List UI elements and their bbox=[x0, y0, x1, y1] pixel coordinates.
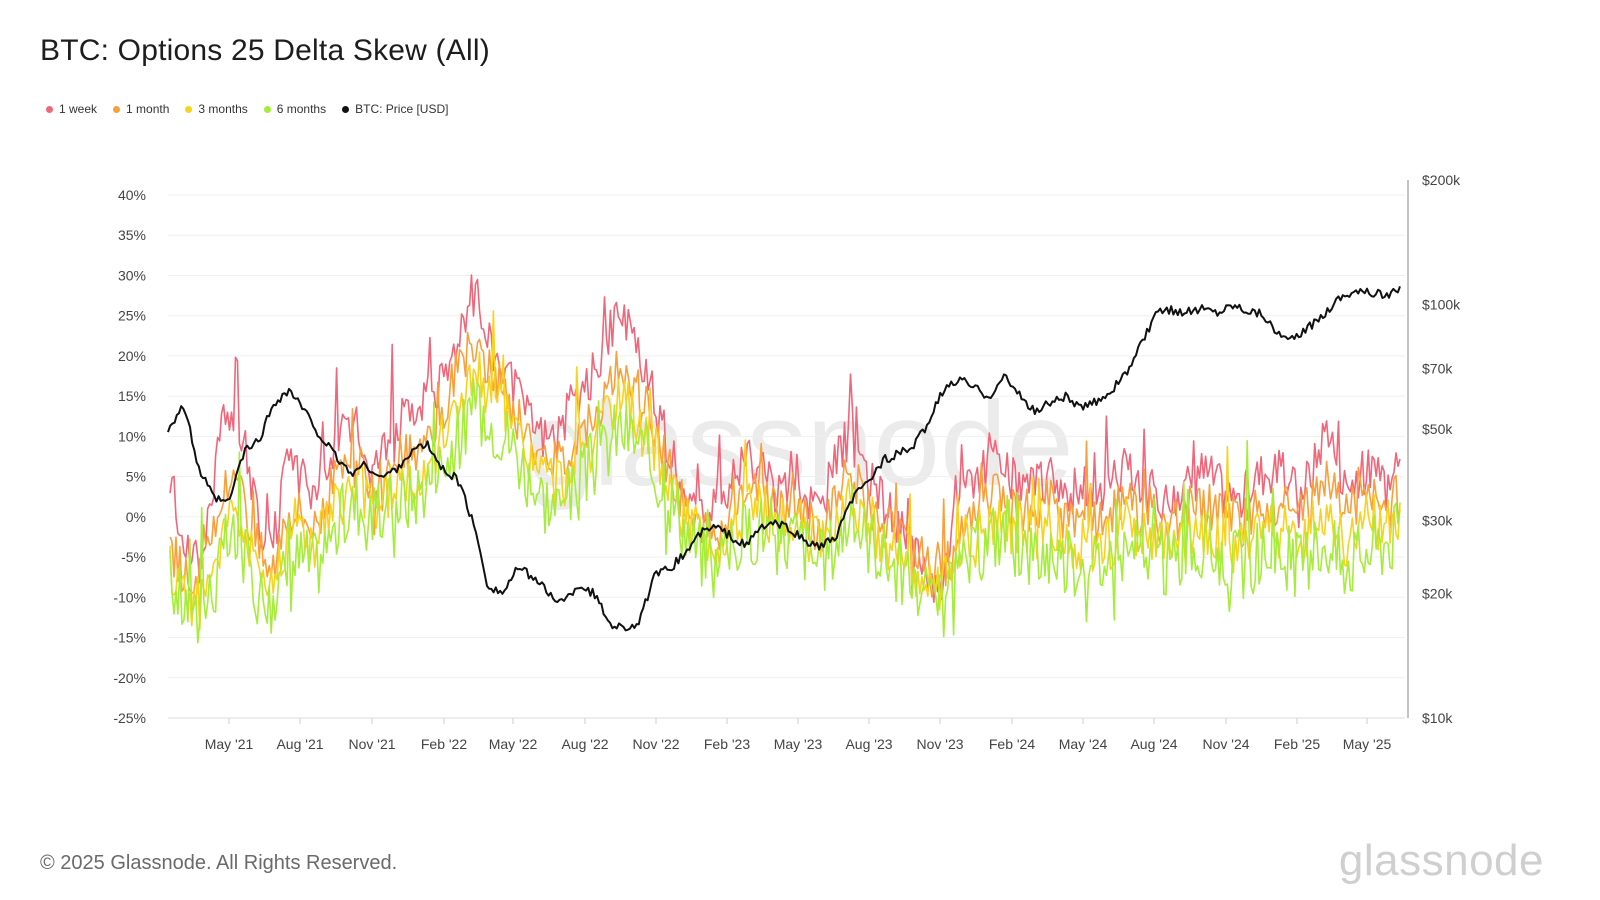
y-right-tick-label: $10k bbox=[1422, 710, 1453, 726]
x-tick-label: May '25 bbox=[1343, 736, 1392, 752]
legend-item-btc-price[interactable]: BTC: Price [USD] bbox=[342, 102, 448, 116]
x-tick-label: May '23 bbox=[774, 736, 823, 752]
x-tick-label: Aug '22 bbox=[561, 736, 608, 752]
series-group bbox=[169, 274, 1401, 644]
y-right-tick-label: $70k bbox=[1422, 361, 1453, 377]
y-left-tick-label: 10% bbox=[118, 428, 146, 444]
y-left-tick-label: -10% bbox=[113, 589, 146, 605]
y-left-tick-label: 20% bbox=[118, 348, 146, 364]
x-tick-label: Nov '21 bbox=[348, 736, 395, 752]
y-left-tick-label: 0% bbox=[126, 509, 146, 525]
legend-dot-icon bbox=[263, 105, 271, 113]
series-line-3-months bbox=[169, 310, 1401, 631]
y-left-tick-label: 35% bbox=[118, 227, 146, 243]
price-group bbox=[167, 286, 1401, 632]
x-tick-label: May '22 bbox=[489, 736, 538, 752]
legend-dot-icon bbox=[113, 105, 121, 113]
series-line-1-week bbox=[169, 274, 1401, 603]
axes: 40% 35% 30% 25% 20% 15% 10% 5% 0% -5% -10% -15% -20%… bbox=[113, 172, 1461, 752]
x-tick-label: Aug '21 bbox=[276, 736, 323, 752]
series-line-btc-price bbox=[167, 286, 1401, 632]
legend-label: BTC: Price [USD] bbox=[355, 102, 449, 116]
legend: 1 week 1 month 3 months 6 months BTC: Pr… bbox=[46, 102, 448, 116]
x-tick-label: Feb '23 bbox=[704, 736, 750, 752]
x-tick-label: May '21 bbox=[205, 736, 254, 752]
x-tick-label: Feb '22 bbox=[421, 736, 467, 752]
y-right-tick-label: $100k bbox=[1422, 296, 1461, 312]
y-right-tick-label: $200k bbox=[1422, 172, 1461, 188]
legend-label: 1 month bbox=[126, 102, 170, 116]
y-right-tick-label: $20k bbox=[1422, 586, 1453, 602]
y-right-tick-label: $50k bbox=[1422, 421, 1453, 437]
x-tick-label: Feb '24 bbox=[989, 736, 1035, 752]
brand-logo: glassnode bbox=[1338, 836, 1544, 885]
y-left-tick-label: 40% bbox=[118, 187, 146, 203]
y-left-tick-label: 25% bbox=[118, 308, 146, 324]
series-line-6-months bbox=[169, 378, 1401, 644]
legend-label: 3 months bbox=[198, 102, 248, 116]
x-tick-label: Aug '24 bbox=[1130, 736, 1177, 752]
legend-item-1-month[interactable]: 1 month bbox=[113, 102, 169, 116]
y-left-tick-label: -20% bbox=[113, 670, 146, 686]
legend-dot-icon bbox=[342, 105, 350, 113]
x-tick-label: May '24 bbox=[1059, 736, 1108, 752]
y-left-tick-label: 30% bbox=[118, 267, 146, 283]
x-tick-label: Feb '25 bbox=[1274, 736, 1320, 752]
legend-label: 1 week bbox=[59, 102, 98, 116]
x-tick-label: Nov '24 bbox=[1202, 736, 1249, 752]
copyright-footer: © 2025 Glassnode. All Rights Reserved. bbox=[40, 852, 398, 874]
y-left-tick-label: -5% bbox=[121, 549, 146, 565]
legend-label: 6 months bbox=[276, 102, 327, 116]
x-tick-label: Nov '23 bbox=[916, 736, 963, 752]
legend-dot-icon bbox=[46, 105, 53, 113]
y-right-tick-label: $30k bbox=[1422, 513, 1453, 529]
x-tick-label: Aug '23 bbox=[845, 736, 892, 752]
y-left-tick-label: 15% bbox=[118, 388, 146, 404]
legend-dot-icon bbox=[185, 105, 193, 113]
legend-item-3-months[interactable]: 3 months bbox=[185, 102, 248, 116]
legend-item-6-months[interactable]: 6 months bbox=[263, 102, 327, 116]
x-tick-label: Nov '22 bbox=[632, 736, 679, 752]
legend-item-1-week[interactable]: 1 week bbox=[46, 102, 97, 116]
chart-title: BTC: Options 25 Delta Skew (All) bbox=[40, 34, 490, 67]
y-left-tick-label: -25% bbox=[113, 710, 146, 726]
y-left-tick-label: 5% bbox=[126, 469, 146, 485]
y-left-tick-label: -15% bbox=[113, 630, 146, 646]
